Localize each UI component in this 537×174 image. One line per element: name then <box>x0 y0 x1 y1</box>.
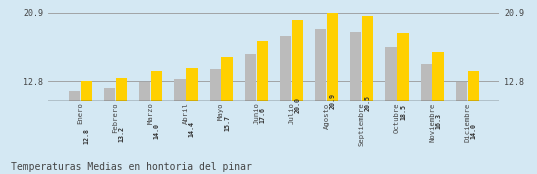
Text: Temperaturas Medias en hontoria del pinar: Temperaturas Medias en hontoria del pina… <box>11 162 252 172</box>
Bar <box>362 16 373 174</box>
Bar <box>397 33 409 174</box>
Bar <box>175 79 186 174</box>
Bar <box>245 54 256 174</box>
Bar <box>209 69 221 174</box>
Bar <box>386 47 397 174</box>
Bar <box>432 52 444 174</box>
Text: 20.0: 20.0 <box>294 97 300 113</box>
Bar <box>116 78 127 174</box>
Text: 13.2: 13.2 <box>119 126 125 142</box>
Bar <box>69 91 80 174</box>
Text: 12.8: 12.8 <box>83 128 90 144</box>
Bar <box>456 82 467 174</box>
Bar <box>468 71 479 174</box>
Bar <box>151 71 162 174</box>
Text: 14.0: 14.0 <box>154 122 159 139</box>
Bar <box>420 64 432 174</box>
Text: 14.0: 14.0 <box>470 122 476 139</box>
Bar <box>292 21 303 174</box>
Text: 20.5: 20.5 <box>365 95 371 111</box>
Text: 15.7: 15.7 <box>224 115 230 131</box>
Bar <box>139 82 150 174</box>
Text: 18.5: 18.5 <box>400 104 406 120</box>
Bar <box>327 13 338 174</box>
Bar <box>221 57 233 174</box>
Bar <box>186 68 198 174</box>
Text: 17.6: 17.6 <box>259 107 265 123</box>
Text: 16.3: 16.3 <box>435 113 441 129</box>
Bar <box>81 81 92 174</box>
Bar <box>280 36 291 174</box>
Text: 20.9: 20.9 <box>330 93 336 109</box>
Bar <box>257 41 268 174</box>
Bar <box>315 29 326 174</box>
Text: 14.4: 14.4 <box>189 121 195 137</box>
Bar <box>350 32 361 174</box>
Bar <box>104 88 115 174</box>
